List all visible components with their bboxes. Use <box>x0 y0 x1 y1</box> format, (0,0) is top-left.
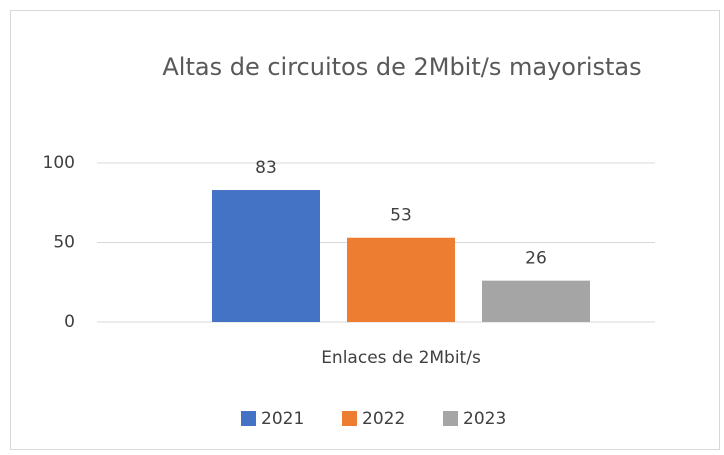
data-label: 26 <box>525 249 547 269</box>
legend-swatch <box>342 411 357 426</box>
chart-border <box>10 10 720 450</box>
y-tick-label: 0 <box>64 312 75 332</box>
bar <box>212 190 320 322</box>
data-label: 83 <box>255 158 277 178</box>
legend-label: 2023 <box>463 409 506 429</box>
legend-label: 2021 <box>261 409 304 429</box>
chart-title: Altas de circuitos de 2Mbit/s mayoristas <box>162 53 642 81</box>
x-tick-label: Enlaces de 2Mbit/s <box>321 348 481 368</box>
data-label: 53 <box>390 206 412 226</box>
bar <box>482 280 590 322</box>
y-tick-label: 50 <box>53 233 75 253</box>
legend-swatch <box>443 411 458 426</box>
legend-label: 2022 <box>362 409 405 429</box>
y-tick-label: 100 <box>43 153 75 173</box>
bar <box>347 237 455 322</box>
legend-swatch <box>241 411 256 426</box>
